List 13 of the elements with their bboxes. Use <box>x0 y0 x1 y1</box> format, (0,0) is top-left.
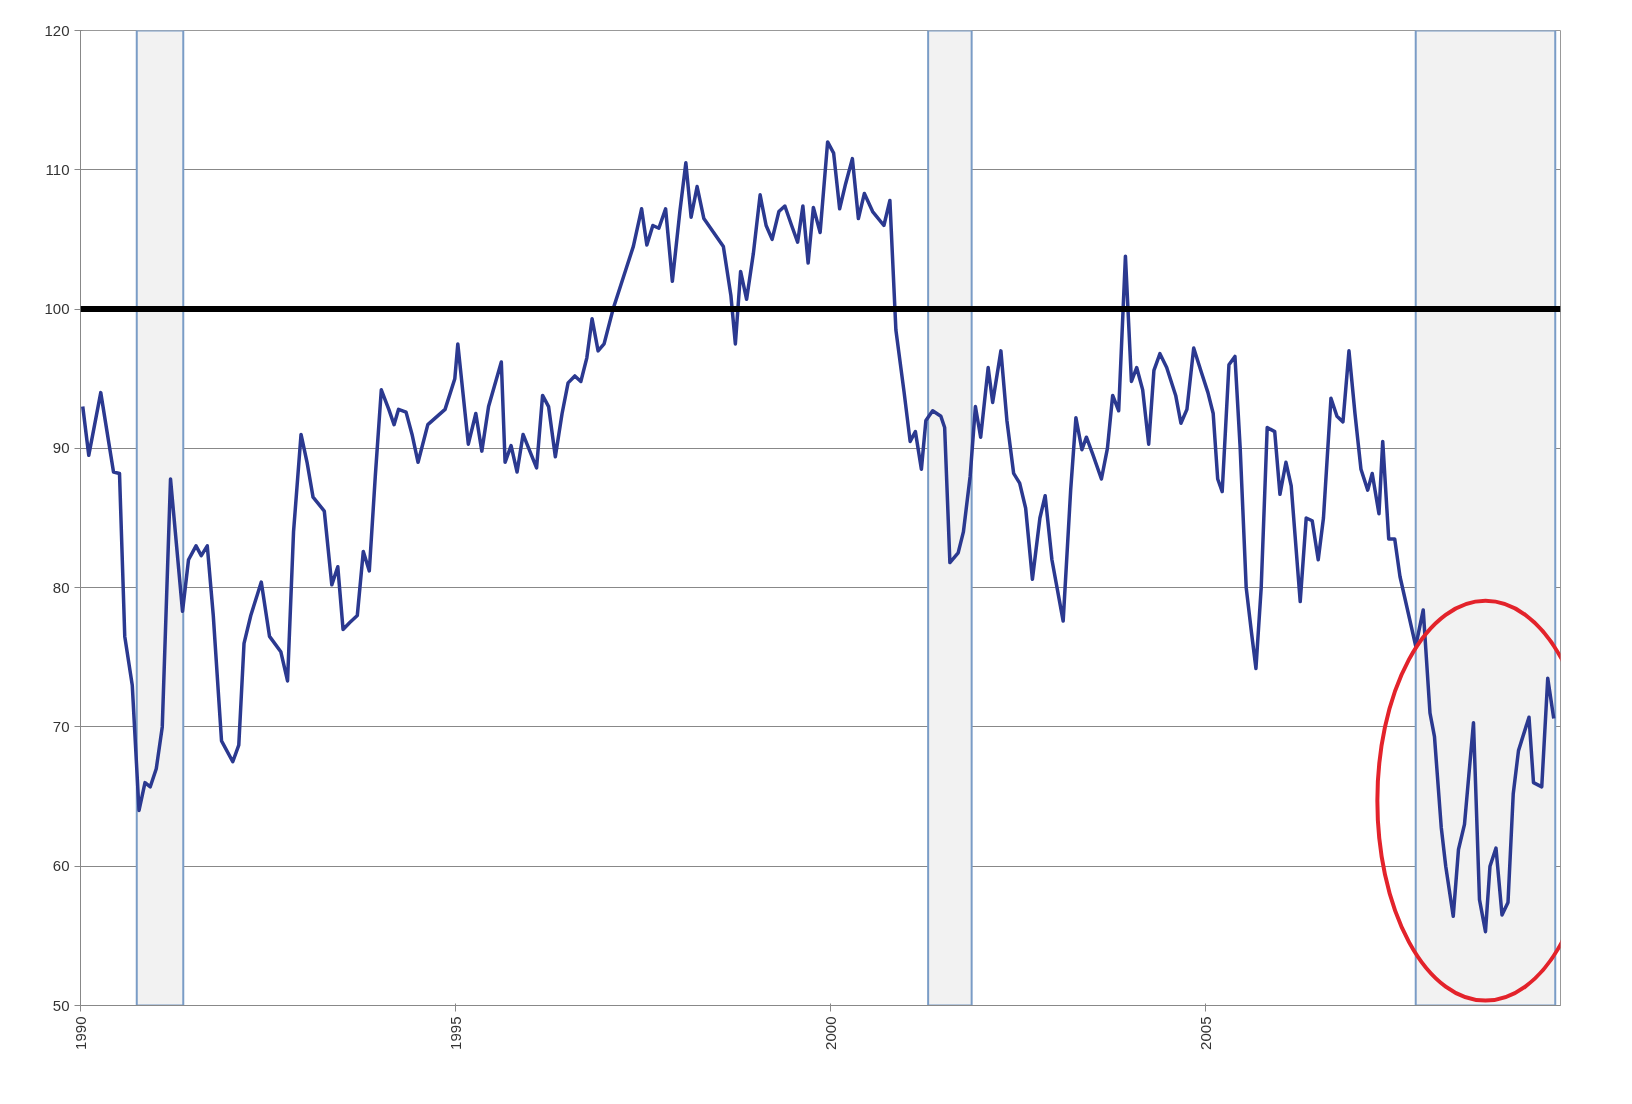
y-tick-label: 70 <box>52 717 70 735</box>
y-tick-label: 90 <box>52 439 70 457</box>
y-tick-label: 100 <box>44 300 70 318</box>
line-series <box>81 140 1556 934</box>
y-tick-label: 60 <box>52 857 70 875</box>
x-tick-label: 1990 <box>71 1016 89 1050</box>
x-tick-label: 1995 <box>446 1016 464 1050</box>
y-tick-label: 50 <box>52 996 70 1014</box>
x-tick-label: 2000 <box>821 1016 839 1050</box>
y-tick-label: 110 <box>45 160 70 178</box>
x-tick-label: 2005 <box>1196 1016 1214 1050</box>
y-tick-label: 80 <box>52 578 70 596</box>
y-tick-label: 120 <box>44 21 70 39</box>
